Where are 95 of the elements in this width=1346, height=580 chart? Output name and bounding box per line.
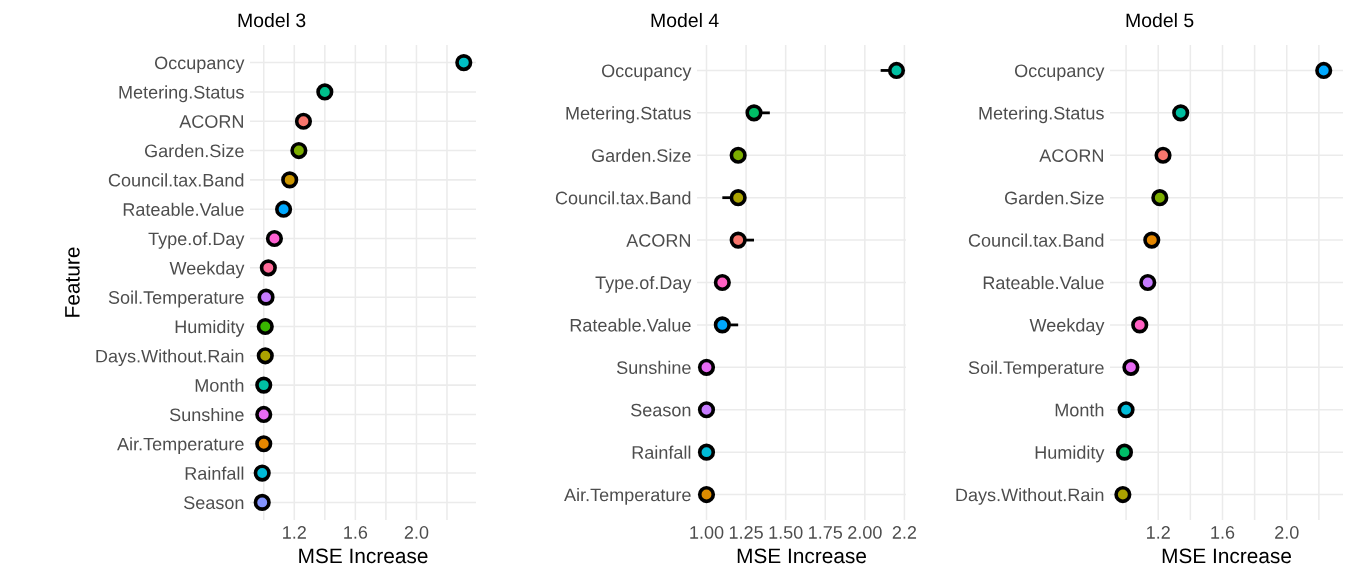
- point: [1114, 485, 1132, 504]
- point: [256, 317, 274, 336]
- x-tick-label: 1.2: [283, 526, 306, 539]
- x-tick-label: 1.2: [1147, 526, 1170, 539]
- x-tick-label: 1.6: [344, 526, 368, 539]
- x-tick-label: 1.25: [729, 526, 763, 539]
- y-tick-label: Days.Without.Rain: [956, 488, 1104, 505]
- point: [257, 288, 275, 306]
- x-axis-title: MSE Increase: [737, 548, 866, 564]
- point: [1139, 273, 1157, 292]
- point: [729, 231, 747, 249]
- y-tick-label: Sunshine: [169, 407, 244, 422]
- point: [259, 259, 277, 277]
- point: [729, 189, 747, 207]
- point: [290, 141, 308, 160]
- x-tick-label: 1.75: [809, 526, 843, 539]
- y-tick-label: ACORN: [626, 234, 690, 247]
- point: [1315, 61, 1333, 80]
- point: [256, 347, 274, 365]
- y-tick-label: Rateable.Value: [570, 318, 691, 332]
- y-tick-label: Humidity: [1035, 445, 1105, 463]
- point: [1131, 316, 1149, 334]
- point: [265, 229, 284, 248]
- point: [697, 358, 716, 376]
- point: [1154, 146, 1172, 164]
- point: [1115, 443, 1134, 461]
- y-tick-label: Rainfall: [632, 445, 691, 459]
- chart-title: Model 3: [238, 12, 306, 28]
- y-tick-label: Garden.Size: [1004, 191, 1104, 205]
- point: [729, 146, 747, 164]
- y-tick-label: Garden.Size: [591, 148, 691, 162]
- point: [294, 112, 313, 130]
- y-tick-label: Metering.Status: [119, 85, 244, 103]
- x-tick-label: 2.0: [404, 526, 429, 539]
- y-tick-label: Type.of.Day: [595, 275, 692, 293]
- point: [1117, 401, 1135, 419]
- y-tick-label: Council.tax.Band: [108, 173, 244, 187]
- y-axis-title: Feature: [65, 247, 80, 317]
- y-tick-label: Weekday: [169, 261, 245, 279]
- y-tick-label: Garden.Size: [145, 144, 244, 158]
- y-tick-label: Rateable.Value: [983, 275, 1104, 290]
- y-tick-label: Council.tax.Band: [555, 191, 691, 205]
- y-tick-label: Air.Temperature: [564, 488, 691, 505]
- point: [255, 405, 273, 424]
- x-tick-label: 2.00: [848, 526, 882, 539]
- y-tick-label: Sunshine: [616, 360, 691, 375]
- y-tick-label: ACORN: [179, 115, 243, 128]
- point: [887, 61, 906, 80]
- point: [697, 401, 716, 419]
- point: [255, 376, 273, 394]
- x-tick-label: 2.0: [1275, 526, 1299, 539]
- point: [1151, 189, 1169, 207]
- x-tick-label: 2.2: [892, 526, 917, 539]
- point: [253, 493, 271, 511]
- y-tick-label: Month: [1055, 403, 1104, 417]
- point: [1122, 358, 1140, 376]
- y-tick-label: Rainfall: [185, 466, 244, 480]
- y-tick-label: Soil.Temperature: [108, 290, 244, 308]
- point: [455, 54, 473, 72]
- y-tick-label: Season: [631, 403, 691, 417]
- y-tick-label: Occupancy: [1014, 64, 1105, 81]
- y-tick-label: Air.Temperature: [117, 437, 244, 455]
- chart-title: Model 4: [651, 12, 719, 28]
- x-axis-title: MSE Increase: [1162, 548, 1291, 564]
- point: [316, 83, 334, 101]
- x-axis-title: MSE Increase: [299, 548, 428, 564]
- y-tick-label: Days.Without.Rain: [96, 349, 244, 367]
- point: [281, 171, 299, 189]
- y-tick-label: Weekday: [1029, 318, 1105, 336]
- point: [713, 316, 731, 334]
- y-tick-label: Humidity: [175, 319, 245, 337]
- y-tick-label: Month: [195, 378, 244, 392]
- y-tick-label: ACORN: [1039, 149, 1103, 162]
- point: [745, 104, 763, 122]
- point: [713, 273, 731, 292]
- y-tick-label: Council.tax.Band: [968, 233, 1104, 247]
- y-tick-label: Occupancy: [154, 56, 245, 73]
- y-tick-label: Type.of.Day: [148, 232, 245, 249]
- point: [253, 464, 271, 482]
- point: [697, 443, 716, 461]
- point: [697, 485, 716, 504]
- point: [1172, 104, 1190, 122]
- chart-title: Model 5: [1126, 12, 1194, 28]
- point: [1143, 231, 1161, 249]
- x-tick-label: 1.50: [769, 526, 803, 539]
- y-tick-label: Occupancy: [601, 64, 692, 81]
- y-tick-label: Season: [184, 496, 244, 510]
- point: [275, 200, 293, 218]
- y-tick-label: Metering.Status: [566, 106, 691, 124]
- x-tick-label: 1.00: [690, 526, 724, 539]
- y-tick-label: Metering.Status: [979, 106, 1104, 124]
- y-tick-label: Rateable.Value: [123, 202, 244, 216]
- point: [255, 435, 273, 453]
- x-tick-label: 1.6: [1211, 526, 1235, 539]
- y-tick-label: Soil.Temperature: [968, 360, 1104, 378]
